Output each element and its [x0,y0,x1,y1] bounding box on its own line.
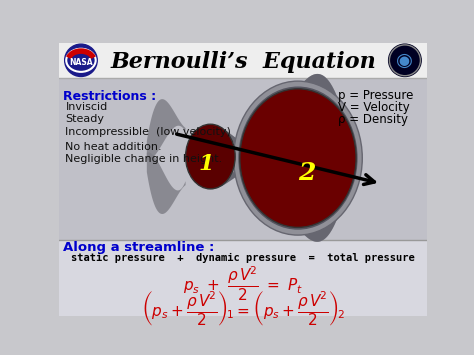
Text: Negligible change in height.: Negligible change in height. [65,154,223,164]
Text: Incompressible  (low velocity): Incompressible (low velocity) [65,126,231,137]
Bar [59,43,427,78]
Bar [59,78,427,240]
Text: V = Velocity: V = Velocity [338,101,410,114]
Bar [59,240,427,316]
Polygon shape [187,74,352,155]
Text: ◉: ◉ [396,51,413,70]
Text: 2: 2 [299,162,316,186]
Polygon shape [187,158,352,242]
Polygon shape [187,133,352,183]
Polygon shape [147,99,186,160]
Ellipse shape [238,87,357,230]
Text: ρ = Density: ρ = Density [338,114,408,126]
Text: Restrictions :: Restrictions : [63,90,156,103]
Text: $p_s \ + \ \dfrac{\rho\,V^{\!2}}{2} \ = \ P_t$: $p_s \ + \ \dfrac{\rho\,V^{\!2}}{2} \ = … [183,264,303,303]
Text: $\left(p_s + \dfrac{\rho\,V^{\!2}}{2}\right)_{\!1} = \left(p_s + \dfrac{\rho\,V^: $\left(p_s + \dfrac{\rho\,V^{\!2}}{2}\ri… [141,289,345,328]
Text: No heat addition.: No heat addition. [65,142,162,152]
Text: NASA: NASA [69,58,93,67]
Text: static pressure  +  dynamic pressure  =  total pressure: static pressure + dynamic pressure = tot… [71,253,415,263]
Circle shape [64,44,97,76]
Text: 1: 1 [199,153,214,175]
Text: p = Pressure: p = Pressure [338,89,414,102]
Text: Inviscid: Inviscid [65,102,108,112]
Ellipse shape [234,81,362,235]
Text: Along a streamline :: Along a streamline : [63,241,215,254]
Ellipse shape [186,124,235,189]
Circle shape [389,44,421,76]
Text: Steady: Steady [65,114,104,124]
Polygon shape [187,74,352,242]
Polygon shape [147,152,186,214]
Ellipse shape [240,89,356,228]
Text: Bernoulli’s  Equation: Bernoulli’s Equation [110,51,376,73]
